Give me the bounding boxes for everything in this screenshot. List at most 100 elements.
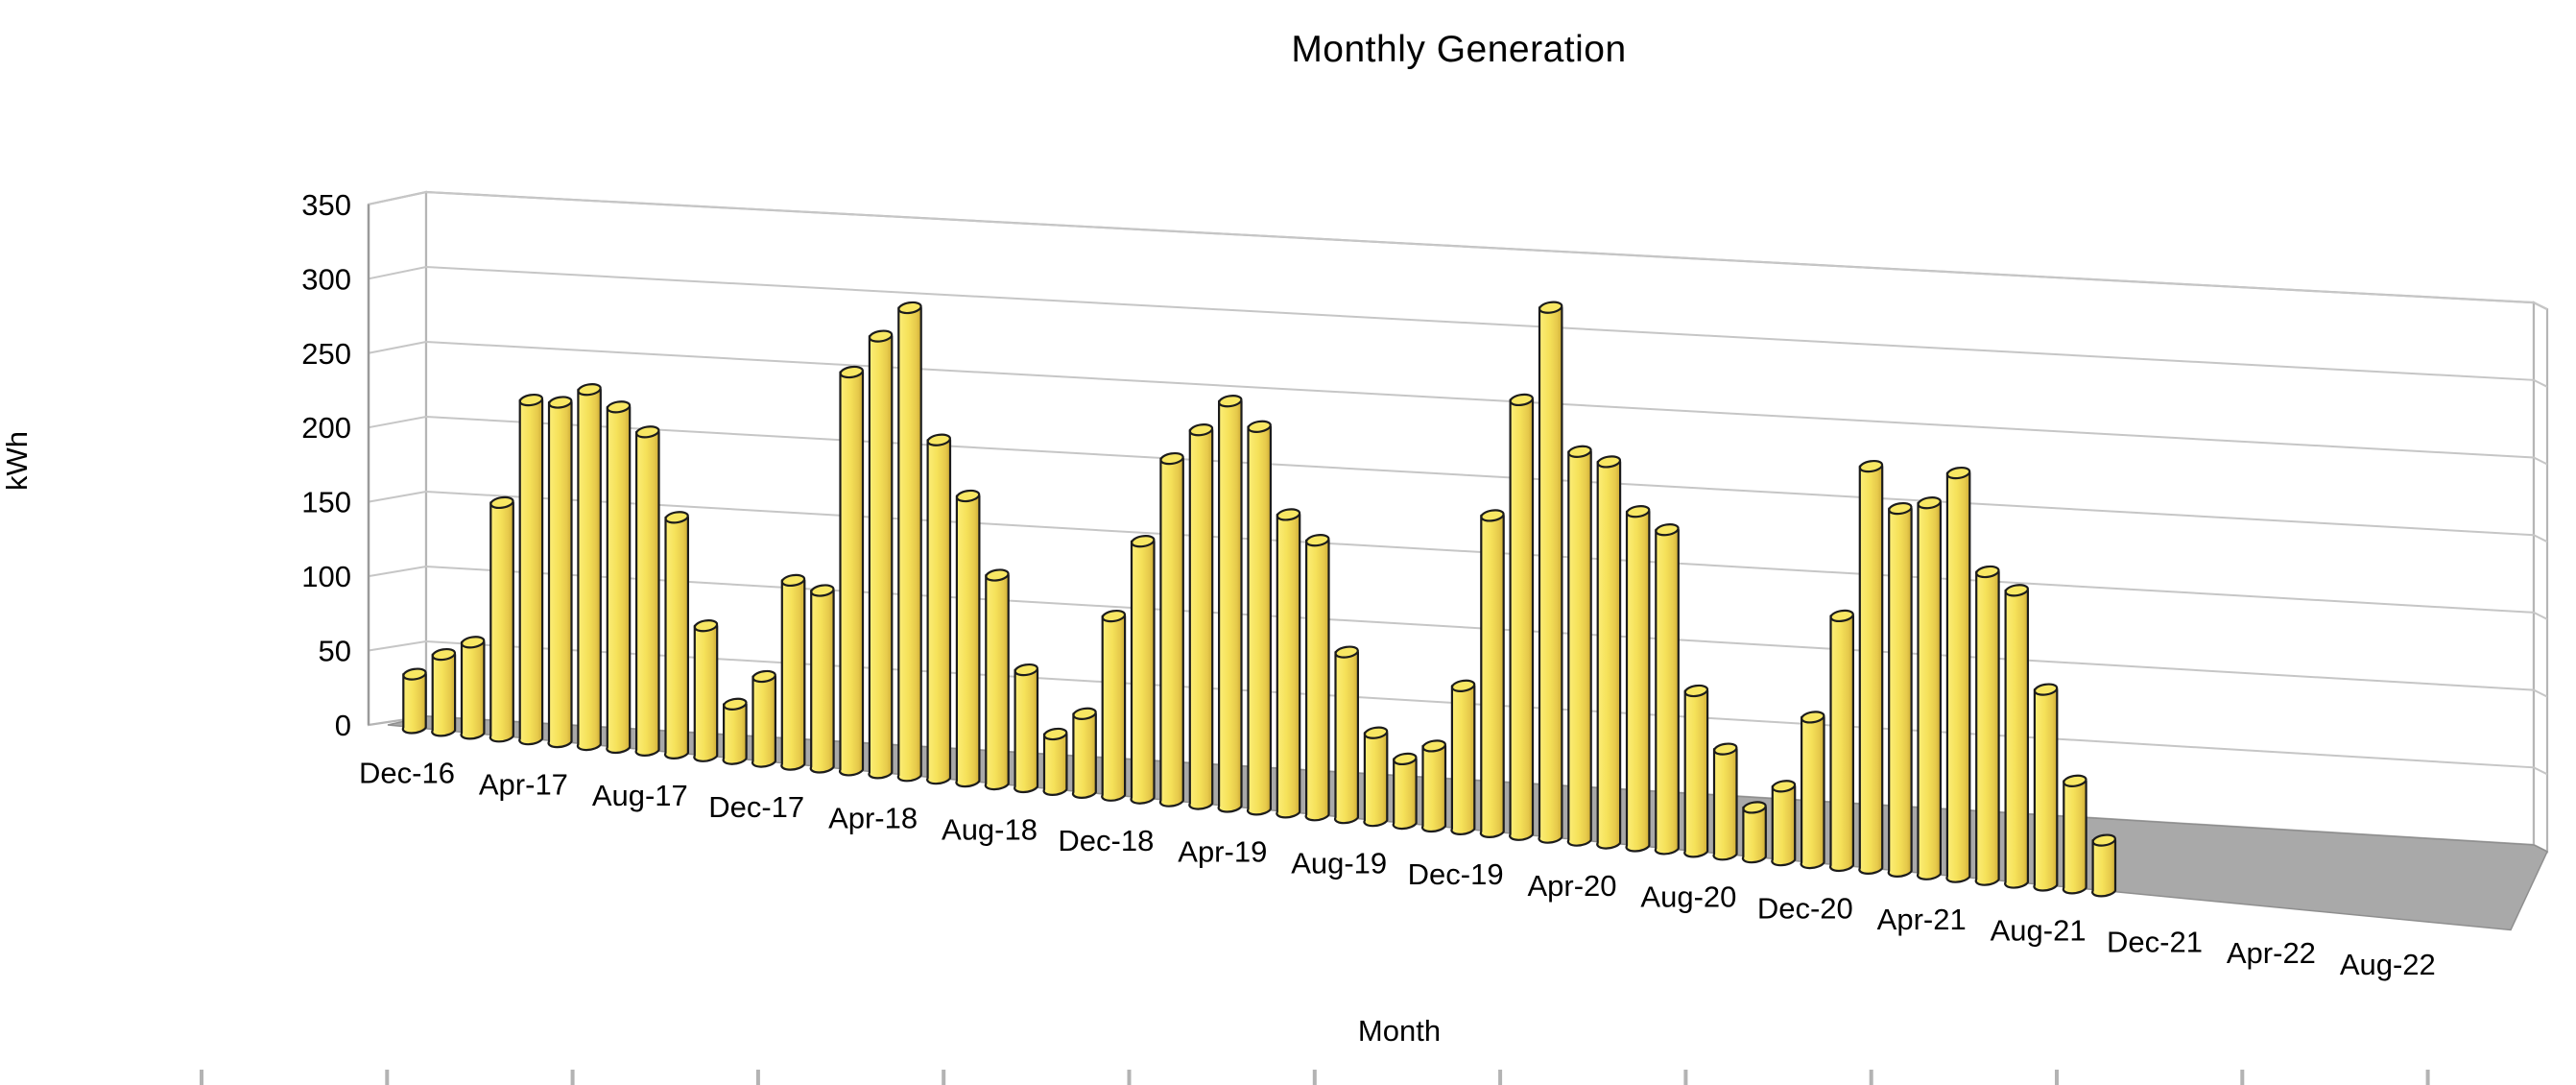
x-tick-label-Dec-18: Dec-18 — [1058, 824, 1154, 857]
x-tick-label-Dec-21: Dec-21 — [2107, 925, 2203, 958]
bar-Dec-16 — [401, 667, 427, 735]
x-tick-label-Apr-18: Apr-18 — [828, 802, 918, 835]
y-tick-label-250: 250 — [301, 337, 351, 371]
bar-Oct-18 — [1042, 727, 1068, 797]
bar-Jan-19 — [1130, 535, 1156, 805]
bar-Jun-19 — [1276, 508, 1301, 819]
bottom-edge-ticks — [200, 1070, 2430, 1085]
bar-Mar-17 — [489, 495, 514, 743]
bar-Oct-20 — [1741, 801, 1767, 864]
bar-Nov-20 — [1771, 780, 1797, 867]
bar-Jun-18 — [926, 433, 952, 785]
gridlines — [368, 190, 2548, 776]
x-tick-label-Apr-21: Apr-21 — [1877, 903, 1967, 936]
y-tick-label-0: 0 — [335, 709, 351, 742]
bar-Nov-17 — [722, 697, 748, 765]
bar-Jul-21 — [2004, 584, 2029, 889]
x-tick-label-Aug-20: Aug-20 — [1640, 880, 1736, 914]
bar-Jun-17 — [576, 383, 602, 752]
bar-Jan-17 — [431, 647, 457, 737]
chart-title: Monthly Generation — [1291, 29, 1627, 70]
gridline-300 — [368, 265, 2548, 388]
bar-Feb-17 — [460, 636, 486, 740]
bar-Sep-17 — [664, 511, 689, 760]
gridline-350 — [368, 190, 2548, 310]
bar-Jul-19 — [1304, 534, 1330, 822]
x-axis-tick-labels: Dec-16 Apr-17 Aug-17 Dec-17 Apr-18 Aug-18 Dec-… — [359, 757, 2436, 981]
y-tick-label-350: 350 — [301, 188, 351, 222]
bar-Mar-18 — [838, 365, 865, 777]
x-axis-title: Month — [1357, 1014, 1442, 1048]
x-tick-label-Dec-16: Dec-16 — [359, 757, 455, 790]
bar-Oct-17 — [693, 619, 719, 762]
bar-Feb-18 — [809, 584, 835, 774]
gridline-200 — [368, 415, 2548, 543]
bar-May-19 — [1247, 420, 1272, 816]
x-tick-label-Apr-22: Apr-22 — [2227, 936, 2316, 970]
gridline-100 — [368, 565, 2548, 698]
y-tick-label-50: 50 — [319, 635, 351, 668]
bar-Jan-18 — [780, 573, 806, 771]
y-axis-tick-labels: 0 50 100 150 200 250 300 350 — [301, 188, 351, 742]
bar-Apr-19 — [1217, 395, 1243, 813]
x-tick-label-Apr-17: Apr-17 — [479, 767, 568, 801]
bar-Oct-19 — [1392, 752, 1418, 831]
bar-Apr-17 — [518, 393, 544, 746]
bar-Nov-18 — [1071, 707, 1097, 800]
bar-Dec-20 — [1800, 711, 1825, 870]
bar-Sep-21 — [2062, 774, 2087, 895]
bar-Jul-20 — [1654, 523, 1680, 856]
y-tick-label-100: 100 — [301, 560, 351, 593]
gridline-50 — [368, 639, 2548, 776]
bar-Sep-19 — [1363, 726, 1389, 828]
bar-Apr-20 — [1566, 445, 1592, 847]
x-tick-label-Apr-19: Apr-19 — [1178, 835, 1267, 869]
bar-May-17 — [547, 396, 573, 749]
bar-Oct-21 — [2091, 833, 2117, 898]
bar-Nov-19 — [1420, 739, 1447, 833]
x-tick-label-Aug-22: Aug-22 — [2340, 948, 2436, 981]
bar-Feb-21 — [1858, 459, 1884, 876]
bar-Apr-18 — [868, 329, 894, 780]
x-tick-label-Aug-17: Aug-17 — [592, 779, 688, 812]
x-tick-label-Apr-20: Apr-20 — [1527, 869, 1616, 903]
bars — [401, 301, 2117, 898]
bar-Dec-17 — [751, 669, 776, 768]
bar-Jan-21 — [1829, 609, 1854, 873]
bar-Jul-17 — [606, 400, 632, 755]
gridline-250 — [368, 340, 2548, 466]
bar-May-18 — [896, 301, 922, 783]
bar-Aug-21 — [2033, 683, 2059, 892]
bar-Aug-20 — [1683, 684, 1709, 858]
bar-Jun-20 — [1625, 505, 1651, 853]
x-tick-label-Dec-17: Dec-17 — [708, 790, 804, 824]
x-tick-label-Aug-21: Aug-21 — [1991, 914, 2087, 948]
x-tick-label-Aug-18: Aug-18 — [942, 812, 1038, 846]
bar-Feb-20 — [1509, 393, 1535, 841]
x-tick-label-Dec-19: Dec-19 — [1408, 857, 1504, 891]
bar-Dec-18 — [1101, 609, 1127, 802]
bar-Sep-18 — [1014, 663, 1039, 794]
y-tick-label-200: 200 — [301, 411, 351, 445]
bar-Aug-18 — [984, 568, 1010, 791]
y-tick-label-150: 150 — [301, 486, 351, 519]
bar-Apr-21 — [1917, 496, 1942, 880]
bar-Mar-20 — [1538, 301, 1563, 844]
bar-Jun-21 — [1974, 565, 2000, 886]
bar-Sep-20 — [1712, 742, 1738, 861]
y-tick-label-300: 300 — [301, 262, 351, 296]
x-tick-label-Aug-19: Aug-19 — [1291, 846, 1387, 880]
bar-Dec-19 — [1450, 679, 1476, 836]
gridline-150 — [368, 490, 2548, 620]
bar-May-20 — [1596, 455, 1622, 850]
bar-Aug-17 — [634, 425, 660, 758]
bar-Feb-19 — [1158, 451, 1184, 808]
bar-Jan-20 — [1479, 509, 1505, 839]
x-tick-label-Dec-20: Dec-20 — [1757, 891, 1853, 925]
bar-Mar-19 — [1188, 423, 1214, 810]
bar-Mar-21 — [1887, 501, 1913, 879]
bar-Jul-18 — [955, 489, 981, 788]
bar-Aug-19 — [1334, 645, 1359, 825]
